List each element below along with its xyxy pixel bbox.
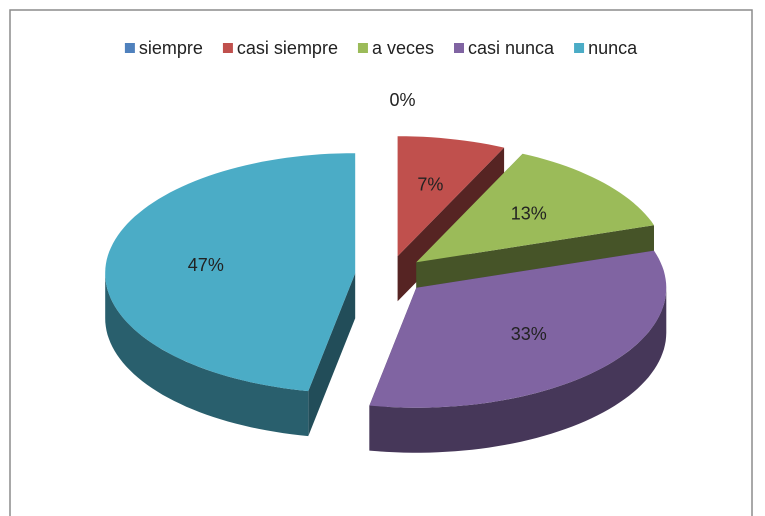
legend-label: casi nunca [468, 38, 555, 58]
slice-side [105, 273, 309, 437]
slice [416, 153, 654, 263]
legend-label: casi siempre [237, 38, 338, 58]
data-label: 47% [188, 255, 224, 275]
slice [369, 250, 667, 408]
data-label: 13% [511, 203, 547, 223]
legend-label: a veces [372, 38, 434, 58]
data-label: 7% [417, 175, 443, 195]
legend-swatch [574, 43, 585, 53]
legend-label: siempre [139, 38, 203, 58]
legend-swatch [124, 43, 135, 53]
data-label: 33% [511, 324, 547, 344]
legend-label: nunca [588, 38, 638, 58]
legend-swatch [222, 43, 233, 53]
slice-wall [308, 273, 356, 437]
slice [397, 136, 505, 257]
data-label: 0% [389, 90, 415, 110]
slice-side [369, 287, 667, 453]
slice [105, 153, 356, 392]
legend-swatch [357, 43, 368, 53]
legend-swatch [454, 43, 464, 53]
